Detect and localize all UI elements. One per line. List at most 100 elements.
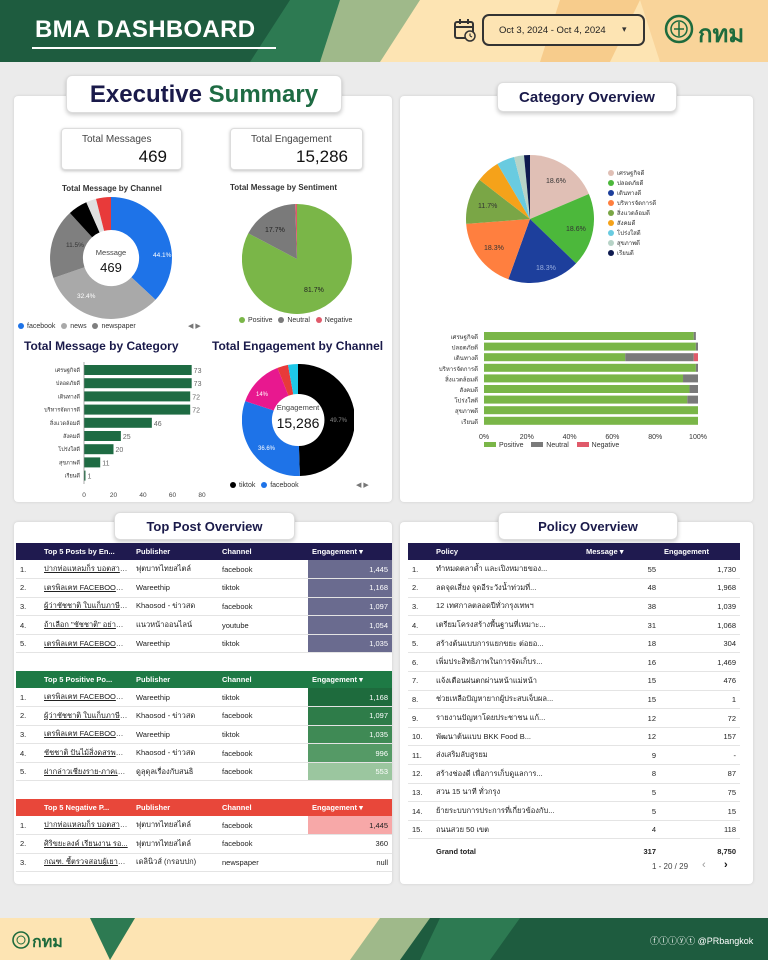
- positive-segment: [484, 385, 690, 393]
- table-row[interactable]: 5. สร้างต้นแบบการแยกขยะ ต่อยอ... 18 304: [408, 634, 740, 654]
- column-header[interactable]: Engagement ▾: [308, 543, 392, 560]
- table-cell: 1,097: [308, 597, 392, 617]
- table-cell[interactable]: เตรพิลเฅท FACEBOOK :...: [40, 578, 132, 598]
- table-row[interactable]: 2. ผู้ว่าชัชชาติ ใบแก็บภาษี ที่ม... Khaoso…: [16, 706, 392, 726]
- table-row[interactable]: 1. เตรพิลเฅท FACEBOOK :... Wareethip tiktok…: [16, 688, 392, 708]
- table-row[interactable]: 4. ชัชชาติ ปันไม้สิ่งดสรพแล้ว... Khaosod -…: [16, 743, 392, 763]
- table-cell[interactable]: ชัชชาติ ปันไม้สิ่งดสรพแล้ว...: [40, 743, 132, 763]
- table-cell: 72: [660, 708, 740, 728]
- column-header[interactable]: Top 5 Positive Po...: [40, 671, 132, 688]
- table-row[interactable]: 11. ส่งเสริมลับสูรยม 9-: [408, 745, 740, 766]
- social-links[interactable]: ⓕⓛⓘⓨⓣ @PRbangkok: [650, 934, 753, 947]
- top-posts-table: Top 5 Posts by En... Publisher Channel Enga…: [16, 543, 392, 654]
- table-row[interactable]: 3. เตรพิลเฅท FACEBOOK :... Wareethip tiktok…: [16, 725, 392, 745]
- table-cell: 55: [582, 560, 660, 580]
- table-row[interactable]: 4. เตรียมโครงสร้างพื้นฐานที่เหมาะ... 31 1,0…: [408, 615, 740, 635]
- table-cell[interactable]: ศิริขยะลงค์ เรียนงาน รอ...: [40, 834, 132, 854]
- kpi-value: 15,286: [296, 147, 348, 166]
- table-row[interactable]: 12. สร้างช่องดี เพื่อการเก็บดูแลการ... 8 87: [408, 764, 740, 784]
- table-row[interactable]: 10. พัฒนาต้นแบบ BKK Food B... 12 157: [408, 727, 740, 747]
- legend-item: newspaper: [92, 323, 136, 330]
- positive-segment: [484, 406, 698, 415]
- column-header[interactable]: Engagement ▾: [308, 671, 392, 688]
- table-cell: 1,730: [660, 560, 740, 580]
- table-cell: แนวหน้าออนไลน์: [132, 615, 218, 635]
- table-row[interactable]: 3. 12 เทศกาลตลอดปีทั่วกรุงเทพฯ 38 1,039: [408, 597, 740, 617]
- table-cell[interactable]: ผู้ว่าชัชชาติ ใบแก็บภาษี ที่ม...: [40, 706, 132, 726]
- column-header[interactable]: Channel: [218, 799, 308, 816]
- table-row[interactable]: 1. ทำหมดตลาด้ำ และเปิงหมายของ... 55 1,730: [408, 560, 740, 580]
- positive-segment: [484, 416, 698, 425]
- table-row[interactable]: 2. เตรพิลเฅท FACEBOOK :... Wareethip tiktok…: [16, 578, 392, 598]
- table-row[interactable]: 3. กณฑ. ชี้ตรวจสอบผู้เยาะผู้แ... เดลินิวส์…: [16, 853, 392, 873]
- line-icon[interactable]: ⓛ: [659, 936, 669, 946]
- table-row[interactable]: 3. ผู้ว่าชัชชาติ ใบแก็บภาษี ที่ม... Khaoso…: [16, 597, 392, 617]
- instagram-icon[interactable]: ⓘ: [668, 936, 678, 946]
- table-row[interactable]: 8. ช่วยเหลือปัญหายากผู้ประสบเจ็บผล... 15 1: [408, 690, 740, 710]
- table-cell: 12: [582, 708, 660, 728]
- column-header[interactable]: Engagement: [660, 543, 740, 560]
- column-header[interactable]: Message ▾: [582, 543, 660, 560]
- table-row[interactable]: 5. ฝากล่าวเชียงราย-ภาคเหนือ... ดูลุดุลเรื่…: [16, 762, 392, 782]
- column-header[interactable]: Publisher: [132, 799, 218, 816]
- kpi-total-engagement: Total Engagement 15,286: [230, 128, 363, 170]
- table-cell: 1,097: [308, 706, 392, 726]
- category-pie-legend: เศรษฐกิจดี ปลอดภัยดี เดินทางดี บริหารจัดการ…: [608, 168, 656, 258]
- column-header[interactable]: Top 5 Posts by En...: [40, 543, 132, 560]
- slice-neutral: [248, 204, 297, 259]
- table-row[interactable]: 4. ถ้าเลือก "ชัชชาติ" อย่ามาบ้อ... แนวหน้า…: [16, 615, 392, 635]
- table-cell[interactable]: กณฑ. ชี้ตรวจสอบผู้เยาะผู้แ...: [40, 853, 132, 873]
- table-row[interactable]: 1.ปากท่อแหลมก็ร บอตสายของ...ฟุตบาทไทยสไต…: [16, 560, 392, 580]
- title-part-summary: Summary: [208, 81, 319, 108]
- legend-pager-arrows[interactable]: ◀ ▶: [356, 482, 369, 489]
- tiktok-icon[interactable]: ⓣ: [686, 936, 696, 946]
- table-row[interactable]: 13. สวน 15 นาที ทั่วกรุง 5 75: [408, 783, 740, 803]
- table-row[interactable]: 6. เพิ่มประสิทธิภาพในการจัดเก็บร... 16 1,46…: [408, 652, 740, 673]
- date-range-picker[interactable]: Oct 3, 2024 - Oct 4, 2024 ▾: [482, 14, 645, 46]
- table-cell[interactable]: เตรพิลเฅท FACEBOOK :...: [40, 688, 132, 708]
- table-row[interactable]: 9. รายงานปัญหาโดยประชาชน แก้... 12 72: [408, 708, 740, 728]
- table-cell[interactable]: เตรพิลเฅท FACEBOOK :...: [40, 725, 132, 745]
- table-cell[interactable]: ปากท่อแหลมก็ร บอตสายของ...: [40, 560, 132, 580]
- x-tick-label: 0: [82, 492, 86, 499]
- x-tick-label: 80%: [648, 434, 662, 441]
- table-cell[interactable]: ถ้าเลือก "ชัชชาติ" อย่ามาบ้อ...: [40, 615, 132, 635]
- table-cell: 48: [582, 578, 660, 598]
- table-cell[interactable]: ปากท่อแหลมก็ร บอตสายของ...: [40, 816, 132, 836]
- table-row[interactable]: 5. เตรพิลเฅท FACEBOOK :... Wareethip tiktok…: [16, 634, 392, 654]
- column-header[interactable]: Publisher: [132, 543, 218, 560]
- table-cell: Khaosod - ข่าวสด: [132, 706, 218, 726]
- category-bar: [84, 431, 121, 441]
- next-page-button[interactable]: ›: [724, 859, 728, 871]
- bma-logo-text: กทม: [698, 21, 745, 48]
- prev-page-button[interactable]: ‹: [702, 859, 706, 871]
- table-cell[interactable]: ฝากล่าวเชียงราย-ภาคเหนือ...: [40, 762, 132, 782]
- table-row[interactable]: 2. ลดจุดเสี่ยง จุดอีระวังน้ำท่วมที่... 48 1…: [408, 578, 740, 598]
- facebook-icon[interactable]: ⓕ: [650, 936, 660, 946]
- bma-seal-icon: [664, 14, 694, 44]
- category-pie-chart: 18.6% 18.6% 18.3% 18.3% 11.7%: [466, 155, 594, 283]
- bar-value-label: 72: [192, 408, 200, 415]
- table-row[interactable]: 1.ปากท่อแหลมก็ร บอตสายของ...ฟุตบาทไทยสไต…: [16, 816, 392, 836]
- table-row[interactable]: 15. ถนนสวย 50 เขต 4 118: [408, 820, 740, 840]
- table-cell: รายงานปัญหาโดยประชาชน แก้...: [432, 708, 582, 728]
- column-header[interactable]: Top 5 Negative P...: [40, 799, 132, 816]
- top-post-title: Top Post Overview: [114, 512, 295, 540]
- table-cell: เดลินิวส์ (กรอบปก): [132, 853, 218, 873]
- table-cell: 5: [582, 801, 660, 821]
- table-row[interactable]: 2. ศิริขยะลงค์ เรียนงาน รอ... ฟุตบาทไทยสไต…: [16, 834, 392, 854]
- calendar-icon[interactable]: [453, 18, 477, 42]
- column-header[interactable]: Policy: [432, 543, 582, 560]
- table-row[interactable]: 14. ย้ายระบบการประการที่เกี่ยวข้องกับ... 5…: [408, 801, 740, 821]
- column-header[interactable]: Channel: [218, 671, 308, 688]
- legend-pager-arrows[interactable]: ◀ ▶: [188, 323, 201, 330]
- table-row[interactable]: 7. แจ้งเตือนฝนตกผ่านหน้าแม่หน้า 15 476: [408, 671, 740, 691]
- table-header-row: Policy Message ▾ Engagement: [408, 543, 740, 560]
- youtube-icon[interactable]: ⓨ: [677, 936, 687, 946]
- table-cell[interactable]: เตรพิลเฅท FACEBOOK :...: [40, 634, 132, 654]
- table-cell[interactable]: ผู้ว่าชัชชาติ ใบแก็บภาษี ที่ม...: [40, 597, 132, 617]
- column-header[interactable]: Publisher: [132, 671, 218, 688]
- column-header[interactable]: Channel: [218, 543, 308, 560]
- column-header[interactable]: Engagement ▾: [308, 799, 392, 816]
- legend-item: ปลอดภัยดี: [608, 178, 656, 188]
